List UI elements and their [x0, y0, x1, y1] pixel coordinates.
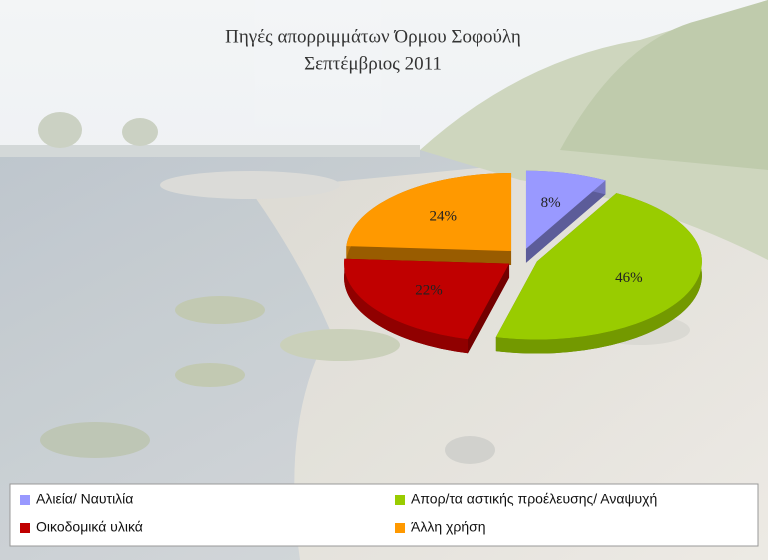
slice	[495, 193, 702, 340]
slice	[346, 173, 512, 252]
legend-swatch	[395, 523, 405, 533]
legend-label: Απορ/τα αστικής προέλευσης/ Αναψυχή	[411, 491, 657, 507]
slice	[344, 258, 510, 354]
slice	[344, 258, 510, 340]
legend-label: Άλλη χρήση	[411, 519, 486, 535]
data-label: 24%	[430, 208, 458, 224]
legend-label: Αλιεία/ Ναυτιλία	[36, 491, 133, 507]
legend-swatch	[20, 523, 30, 533]
legend-swatch	[20, 495, 30, 505]
slice-edge	[468, 263, 510, 354]
legend-label: Οικοδομικά υλικά	[36, 519, 143, 535]
data-label: 8%	[541, 195, 561, 211]
slice	[525, 170, 606, 249]
slice-rim	[344, 258, 469, 354]
data-label: 46%	[615, 270, 643, 286]
legend-swatch	[395, 495, 405, 505]
slice	[525, 170, 606, 263]
data-label: 22%	[415, 283, 443, 299]
slice-edge	[525, 180, 606, 263]
chart-subtitle: Σεπτέμβριος 2011	[304, 53, 442, 74]
chart-title: Πηγές απορριμμάτων Όρμου Σοφούλη	[225, 26, 521, 47]
pie: 8% 46% 22% 24%	[344, 170, 702, 354]
slice	[495, 193, 702, 354]
slice	[346, 173, 512, 266]
legend	[9, 483, 759, 547]
legend-items: Αλιεία/ Ναυτιλία Απορ/τα αστικής προέλευσ…	[20, 491, 657, 535]
